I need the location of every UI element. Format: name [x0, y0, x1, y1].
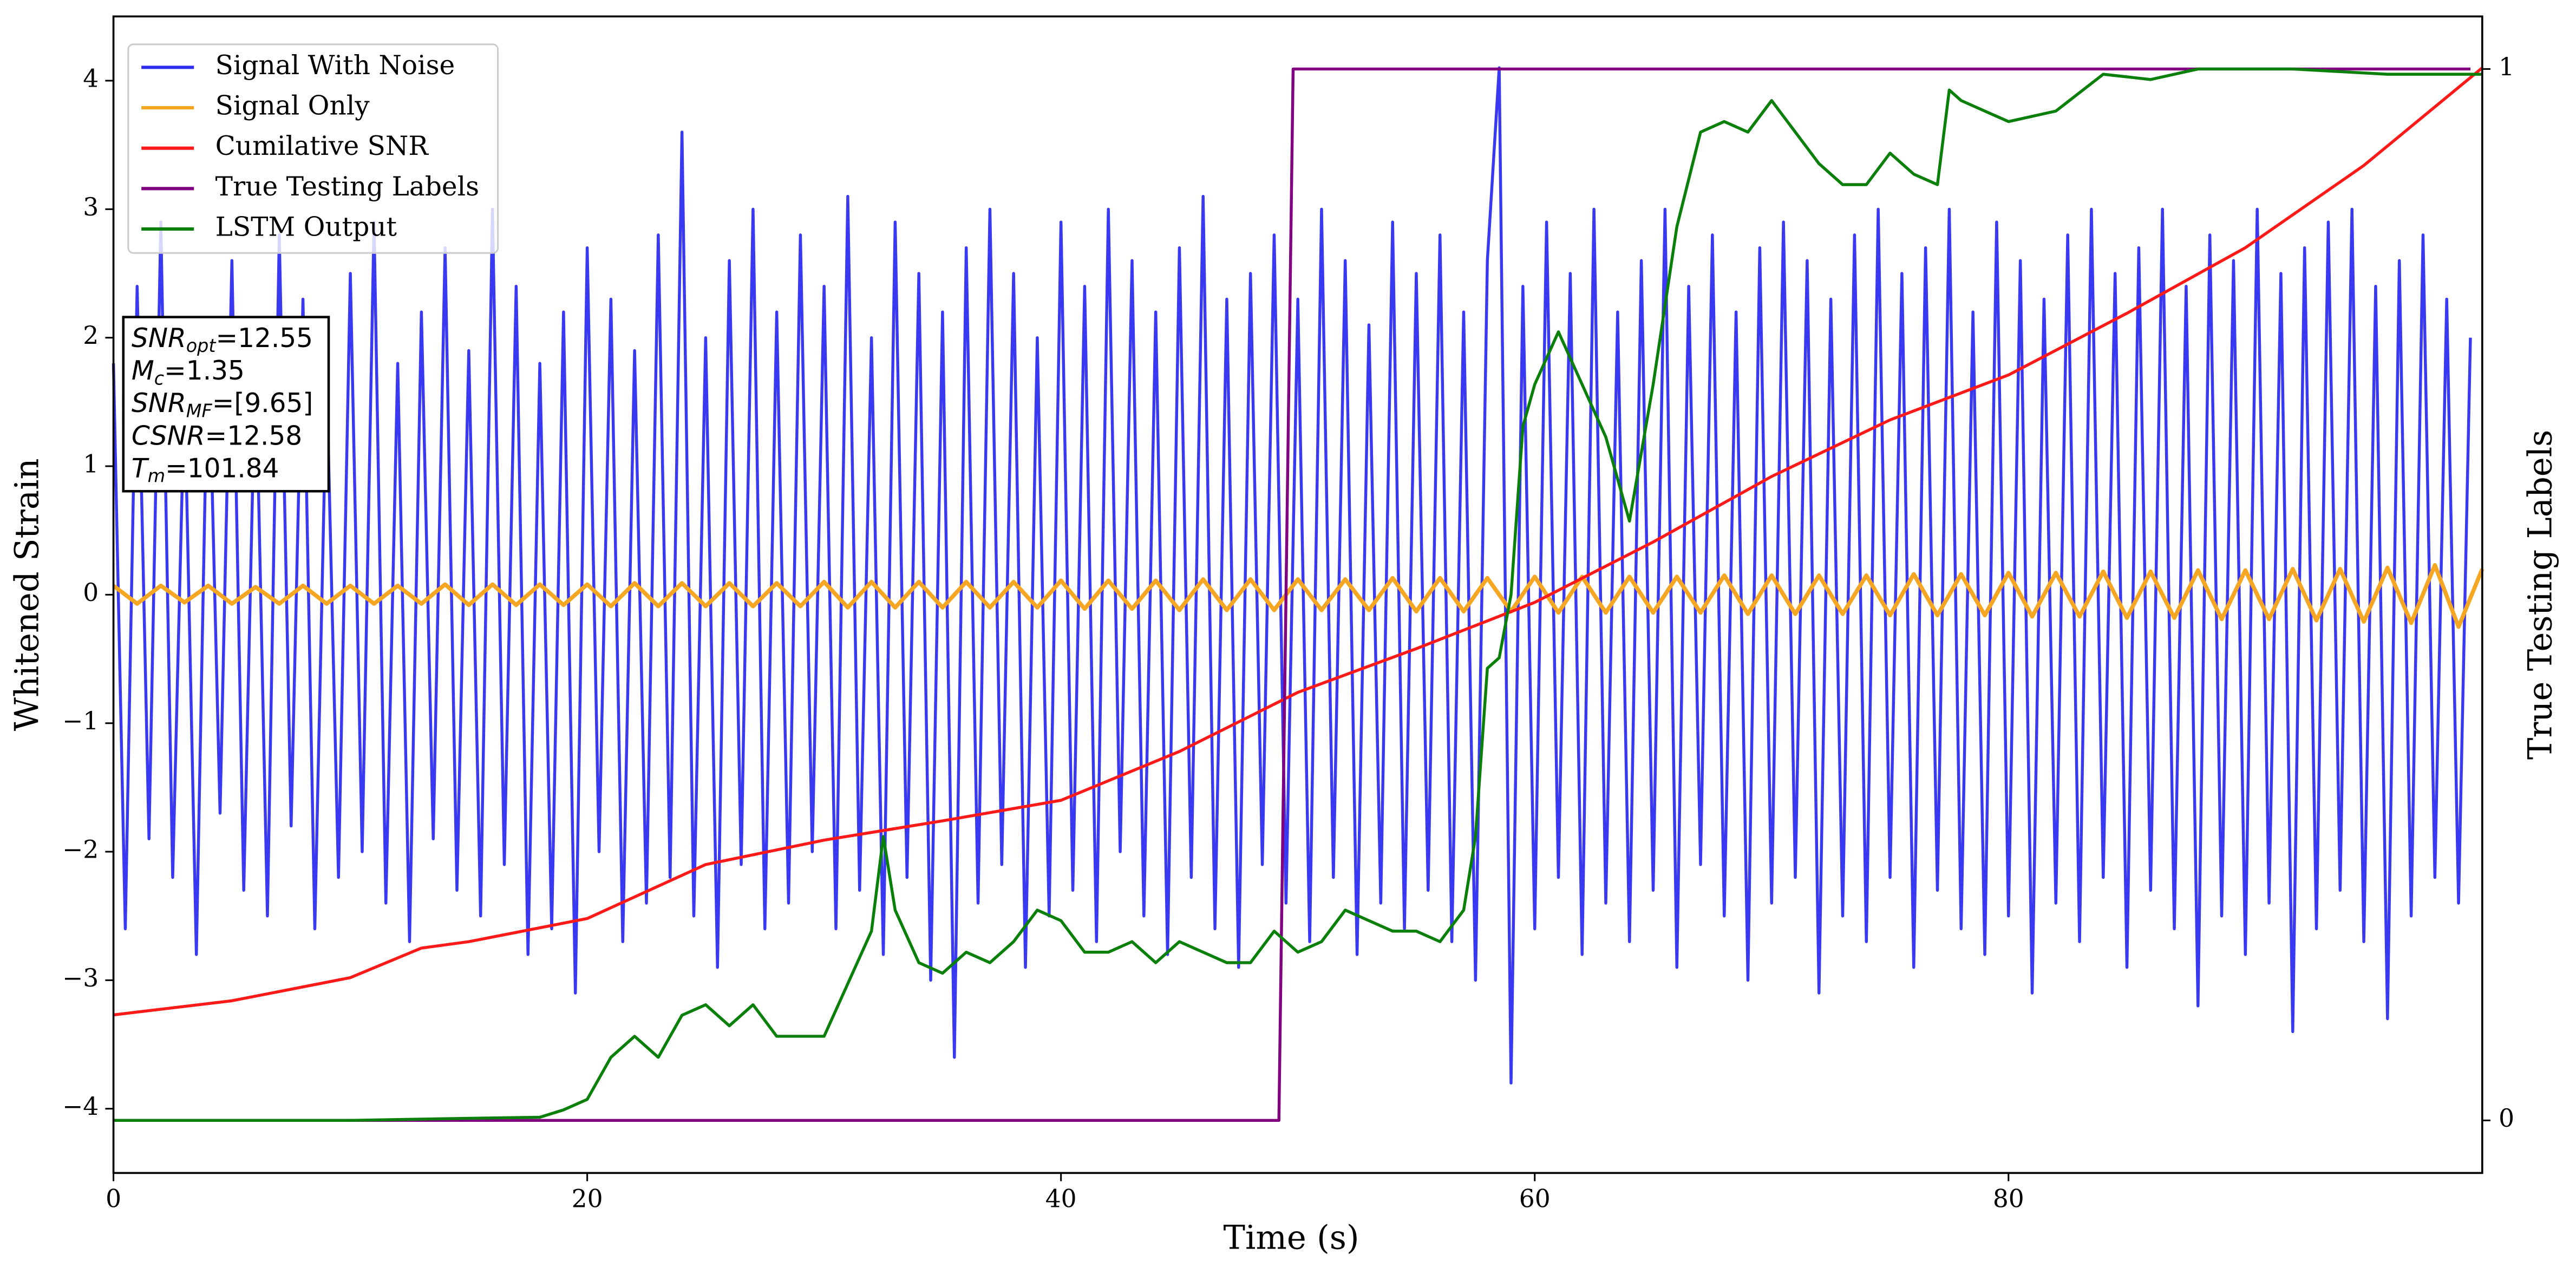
x-tick-label: 40 [1045, 1184, 1077, 1213]
annotation-subscript: opt [186, 335, 217, 356]
line-series [112, 563, 2485, 629]
y-tick-label: 0 [83, 578, 99, 607]
x-tick-label: 80 [1993, 1184, 2024, 1213]
annotation-subscript: c [154, 368, 164, 389]
legend-label: Signal Only [215, 91, 370, 121]
x-tick-label: 20 [572, 1184, 603, 1213]
annotation-box: SNRopt=12.55Mc=1.35SNRMF=[9.65]CSNR=12.5… [122, 316, 330, 493]
annotation: CSNR=12.58 [132, 421, 302, 451]
annotation-value: =[9.65] [212, 388, 313, 419]
y-tick-label: 4 [83, 64, 99, 93]
y2-tick-label: 0 [2499, 1104, 2514, 1133]
annotation-symbol: SNR [132, 323, 186, 354]
y-tick-label: −4 [62, 1092, 99, 1121]
x-tick-label: 0 [106, 1184, 121, 1213]
annotation-symbol: T [132, 453, 149, 484]
legend-label: LSTM Output [215, 212, 397, 242]
y-axis-label: Whitened Strain [8, 458, 46, 731]
annotation: SNRopt=12.55 [132, 323, 313, 356]
annotation-value: =12.55 [215, 323, 313, 354]
annotation-subscript: m [148, 465, 166, 486]
x-axis-label: Time (s) [1224, 1219, 1359, 1257]
line-series [113, 67, 2482, 1122]
annotation: Tm=101.84 [132, 453, 279, 486]
legend: Signal With Noise Signal Only Cumilative S… [127, 43, 499, 254]
annotation-symbol: M [132, 356, 154, 386]
annotation: Mc=1.35 [132, 356, 245, 389]
y-tick-label: −3 [62, 964, 99, 992]
y-tick-label: 3 [83, 193, 99, 221]
y-tick-label: 1 [83, 450, 99, 479]
legend-label: Cumilative SNR [215, 131, 429, 161]
annotation: SNRMF=[9.65] [132, 388, 313, 421]
annotation-subscript: MF [186, 400, 213, 421]
legend-label: Signal With Noise [215, 50, 455, 81]
annotation-value: =12.58 [205, 421, 303, 451]
y2-tick-label: 1 [2499, 53, 2514, 81]
plot-area [112, 66, 2485, 1122]
annotation-value: =101.84 [165, 453, 279, 484]
legend-frame [127, 43, 499, 254]
line-series [113, 67, 2483, 1017]
y2-axis-label: True Testing Labels [2522, 430, 2560, 760]
y-tick-label: −2 [62, 835, 99, 864]
y-tick-label: −1 [62, 707, 99, 735]
legend-label: True Testing Labels [215, 172, 479, 202]
annotation-symbol: SNR [132, 388, 186, 419]
line-series [113, 67, 2470, 1122]
x-tick-label: 60 [1519, 1184, 1551, 1213]
line-series [112, 66, 2472, 1084]
annotation-frame [122, 316, 330, 493]
y-tick-label: 2 [83, 321, 99, 350]
annotation-value: =1.35 [164, 356, 245, 386]
annotation-symbol: CSNR [132, 421, 205, 451]
